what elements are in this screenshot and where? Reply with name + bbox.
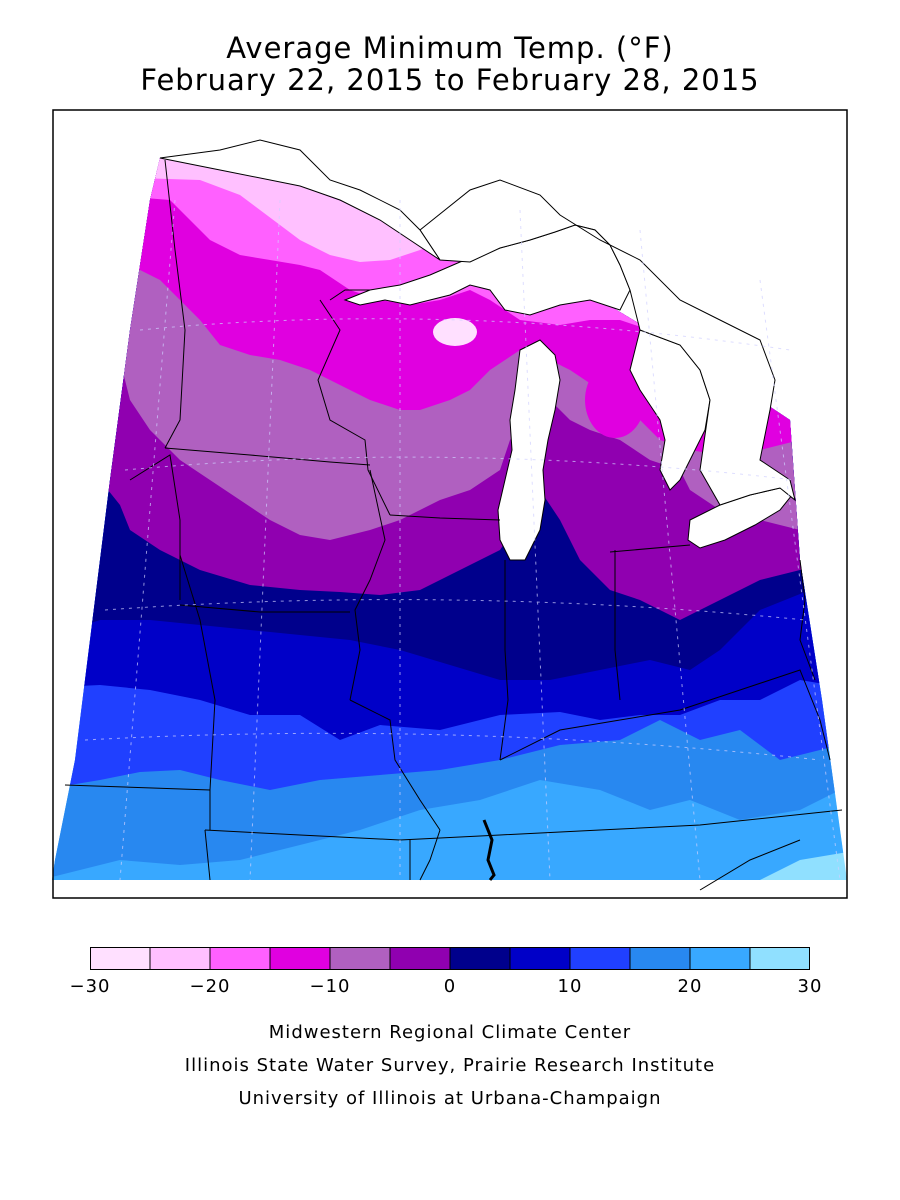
legend-bin: [749, 947, 810, 970]
mo-ky-river: [419, 829, 441, 881]
mn-ia-border: [164, 447, 371, 466]
mn-nd-border: [164, 159, 186, 449]
legend-tick: 30: [797, 976, 823, 997]
legend-tick: 0: [443, 976, 457, 997]
legend-tick: 20: [677, 976, 703, 997]
legend-bin: [149, 947, 211, 970]
legend-bin: [90, 947, 151, 970]
ky-va-border: [699, 839, 801, 891]
map-title: Average Minimum Temp. (°F): [226, 31, 674, 65]
mn-wi-border: [317, 299, 391, 516]
ks-mo-border: [179, 554, 216, 791]
wi-il-border: [389, 514, 501, 521]
band-neg25-pocket-upper: [585, 362, 645, 438]
ky-oh-river: [499, 669, 831, 761]
legend-bin: [269, 947, 331, 970]
map-date-range: February 22, 2015 to February 28, 2015: [140, 63, 760, 97]
legend-bin: [569, 947, 631, 970]
mo-il-river: [349, 699, 441, 831]
il-in-border: [499, 560, 509, 761]
mississippi-river: [482, 819, 496, 881]
canada-land: [419, 179, 796, 506]
legend-tick: 10: [557, 976, 583, 997]
legend-tick: −20: [189, 976, 231, 997]
in-oh-border: [614, 550, 621, 701]
band-neg30-neg25-pocket: [433, 318, 477, 346]
ia-mo-border: [179, 604, 350, 613]
graticule: [84, 199, 841, 881]
ia-il-river: [349, 469, 386, 701]
canada-land-west: [159, 139, 441, 261]
legend-bin: [389, 947, 451, 970]
mich-up: [329, 289, 370, 301]
credit-uiuc: University of Illinois at Urbana-Champai…: [238, 1088, 662, 1109]
legend-tick: −10: [309, 976, 351, 997]
lake-michigan: [497, 339, 561, 561]
credit-isws: Illinois State Water Survey, Prairie Res…: [184, 1055, 716, 1076]
temperature-map: [52, 109, 848, 899]
state-boundaries: [64, 159, 843, 891]
tn-south: [204, 829, 211, 881]
great-lakes: [159, 139, 796, 561]
legend-bin: [209, 947, 271, 970]
color-legend: [90, 947, 810, 970]
legend-bin: [449, 947, 511, 970]
legend-tick: −30: [69, 976, 111, 997]
oh-mi-border: [609, 544, 691, 553]
ky-tn-border: [204, 809, 843, 841]
legend-bin: [629, 947, 691, 970]
legend-bin: [509, 947, 571, 970]
credit-mrcc: Midwestern Regional Climate Center: [268, 1022, 632, 1043]
legend-bin: [329, 947, 391, 970]
map-border: [52, 109, 848, 899]
legend-bin: [689, 947, 751, 970]
